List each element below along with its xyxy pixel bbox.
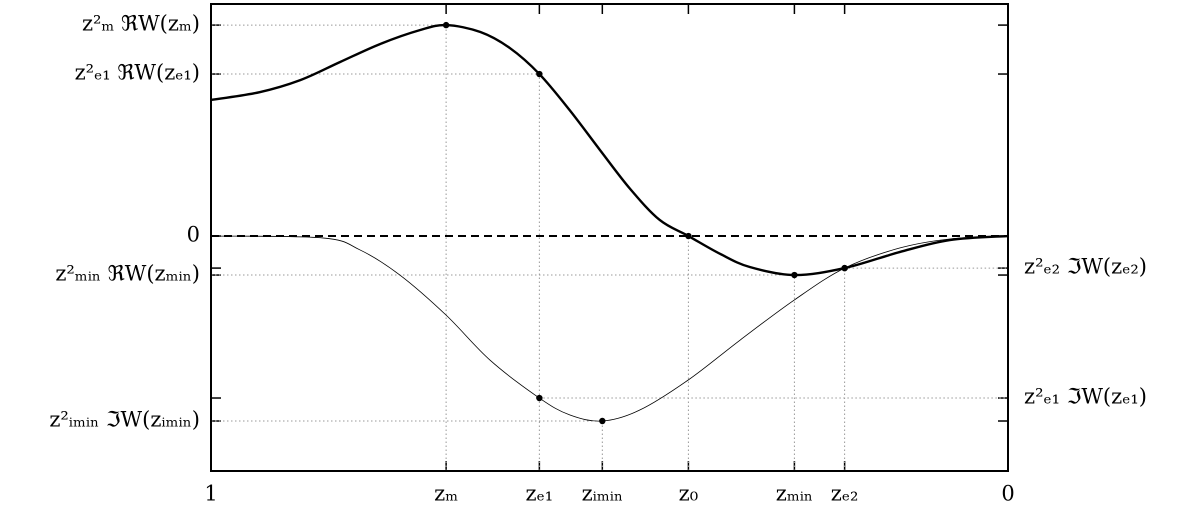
y-tick-label: 0 <box>187 223 200 247</box>
x-tick-label: zₑ₂ <box>831 482 859 506</box>
y-tick-label: z²ₘ ℜW(zₘ) <box>82 12 200 36</box>
curve <box>210 23 1009 277</box>
x-tick-label: z₀ <box>679 482 698 506</box>
x-tick-label: zₘ <box>434 482 458 506</box>
y2-tick-label: z²ₑ₁ ℑW(zₑ₁) <box>1024 385 1147 409</box>
point <box>442 21 450 29</box>
point <box>599 417 606 425</box>
point <box>841 264 848 272</box>
x-tick-label: zₑ₁ <box>526 482 554 506</box>
y-tick-label: z²ₑ₁ ℜW(zₑ₁) <box>75 61 200 85</box>
x-tick-label: 1 <box>204 482 217 506</box>
point <box>791 271 798 279</box>
point <box>685 232 692 240</box>
x-tick-label: zᵢₘᵢₙ <box>582 482 623 506</box>
point <box>536 70 543 78</box>
curve <box>210 235 1009 422</box>
plot-frame <box>210 3 1009 472</box>
y-tick-label: z²ₘᵢₙ ℜW(zₘᵢₙ) <box>55 262 200 286</box>
y2-tick-label: z²ₑ₂ ℑW(zₑ₂) <box>1024 255 1147 279</box>
x-tick-label: 0 <box>1001 482 1014 506</box>
x-tick-label: zₘᵢₙ <box>776 482 813 506</box>
point <box>536 394 543 402</box>
y-tick-label: z²ᵢₘᵢₙ ℑW(zᵢₘᵢₙ) <box>49 408 200 432</box>
